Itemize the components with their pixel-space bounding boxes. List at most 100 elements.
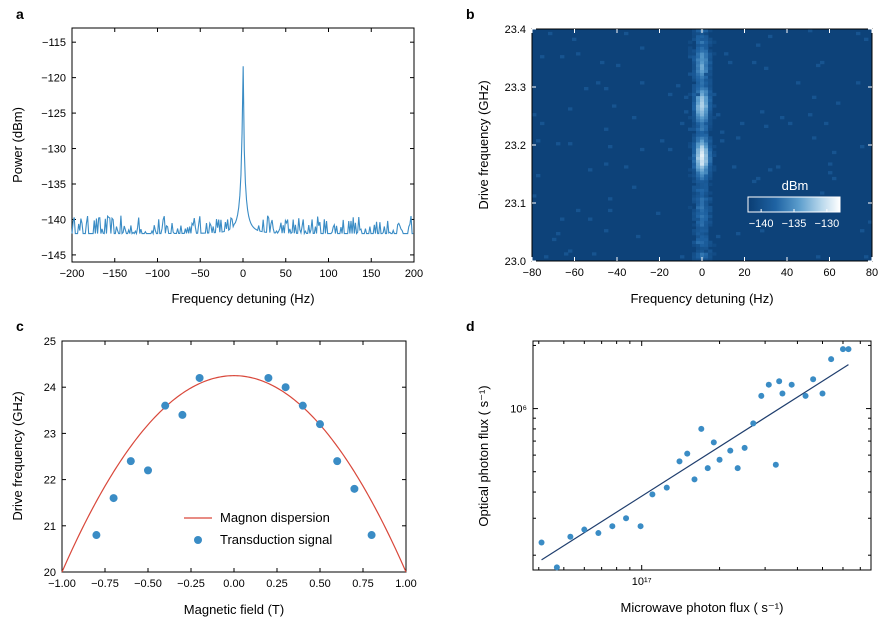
panel-b-ytick-label: 23.3: [505, 82, 526, 94]
heatmap-cell: [692, 185, 697, 189]
heatmap-cell: [712, 52, 717, 56]
heatmap-cell: [696, 60, 701, 65]
heatmap-cell: [704, 165, 709, 169]
panel-b-ytick-label: 23.1: [505, 198, 526, 210]
flux-point: [727, 447, 734, 454]
heatmap-cell: [708, 43, 713, 47]
heatmap-cell: [692, 118, 697, 123]
heatmap-cell: [692, 107, 697, 111]
heatmap-cell: [704, 87, 709, 91]
flux-point: [704, 465, 711, 472]
heatmap-cell: [536, 174, 541, 178]
heatmap-cell: [704, 197, 709, 201]
panel-c-xtick-label: −0.50: [134, 578, 162, 590]
heatmap-cell: [704, 174, 709, 178]
heatmap-cell: [704, 133, 709, 137]
heatmap-cell: [768, 34, 773, 39]
heatmap-cell: [696, 255, 701, 259]
transduction-point: [281, 383, 290, 392]
heatmap-cell: [752, 179, 757, 184]
heatmap-cell: [692, 63, 697, 68]
panel-c-ytick-label: 20: [44, 567, 56, 579]
heatmap-cell: [704, 240, 709, 244]
heatmap-cell: [696, 176, 701, 181]
heatmap-cell: [704, 121, 709, 126]
panel-c-xtick-label: 0.00: [223, 578, 244, 590]
heatmap-cell: [712, 92, 717, 97]
heatmap-cell: [696, 185, 701, 189]
panel-c-ytick-label: 24: [44, 382, 56, 394]
heatmap-cell: [704, 249, 709, 253]
heatmap-cell: [860, 145, 865, 149]
heatmap-cell: [700, 246, 705, 250]
transduction-point: [195, 373, 204, 382]
panel-a-xtick-label: −50: [191, 268, 210, 280]
heatmap-cell: [704, 191, 709, 195]
transduction-point: [367, 531, 376, 540]
heatmap-cell: [700, 116, 705, 120]
heatmap-cell: [736, 136, 741, 140]
heatmap-cell: [856, 81, 861, 85]
panel-a-xtick-label: −100: [145, 268, 170, 280]
heatmap-cell: [692, 139, 697, 143]
heatmap-cell: [700, 52, 705, 56]
heatmap-cell: [688, 46, 693, 50]
heatmap-cell: [700, 37, 705, 41]
heatmap-cell: [860, 229, 865, 233]
heatmap-cell: [704, 49, 709, 53]
heatmap-cell: [708, 110, 713, 114]
panel-a-ytick-label: −115: [42, 37, 66, 49]
panel-b-xtick-label: 40: [781, 267, 793, 279]
transduction-point: [161, 401, 170, 410]
heatmap-cell: [700, 49, 705, 53]
panel-c-xtick-label: −0.25: [177, 578, 205, 590]
heatmap-cell: [684, 110, 689, 114]
heatmap-cell: [696, 52, 701, 56]
panel-a: −200 −150 −100 −50 0 50 100 150 200 −145 −140 −135 −…: [10, 27, 423, 306]
heatmap-cell: [640, 147, 645, 152]
heatmap-cell: [604, 127, 609, 131]
flux-point: [750, 420, 757, 427]
heatmap-cell: [708, 72, 713, 76]
heatmap-cell: [696, 182, 701, 186]
heatmap-cell: [764, 66, 769, 70]
heatmap-cell: [692, 52, 697, 56]
heatmap-cell: [608, 145, 613, 149]
panel-b-xtick-label: −40: [608, 267, 627, 279]
heatmap-cell: [700, 34, 705, 39]
heatmap-cell: [864, 255, 869, 259]
heatmap-cell: [832, 176, 837, 181]
flux-point: [741, 444, 748, 451]
panel-b-ytick-label: 23.0: [505, 256, 526, 268]
flux-point: [698, 425, 705, 432]
heatmap-cell: [696, 40, 701, 44]
heatmap-cell: [704, 142, 709, 146]
transduction-point: [264, 373, 273, 382]
heatmap-cell: [700, 243, 705, 247]
heatmap-cell: [688, 52, 693, 56]
heatmap-cell: [696, 63, 701, 68]
heatmap-cell: [696, 243, 701, 247]
heatmap-cell: [696, 124, 701, 128]
heatmap-cell: [700, 232, 705, 236]
flux-point: [710, 439, 717, 446]
heatmap-cell: [704, 110, 709, 114]
heatmap-cell: [704, 124, 709, 128]
heatmap-cell: [696, 214, 701, 218]
heatmap-cell: [700, 84, 705, 88]
panel-a-frame: [71, 27, 415, 263]
heatmap-cell: [692, 145, 697, 149]
heatmap-cell: [596, 81, 601, 85]
heatmap-cell: [696, 171, 701, 175]
panel-c-xtick-label: 0.75: [352, 578, 373, 590]
heatmap-cell: [696, 205, 701, 210]
heatmap-cell: [692, 147, 697, 152]
heatmap-cell: [708, 37, 713, 41]
heatmap-cell: [708, 191, 713, 195]
heatmap-cell: [708, 107, 713, 111]
colorbar-tick-label: −135: [782, 218, 807, 230]
heatmap-cell: [692, 211, 697, 215]
heatmap-cell: [556, 142, 561, 146]
heatmap-cell: [696, 49, 701, 53]
heatmap-cell: [692, 188, 697, 192]
